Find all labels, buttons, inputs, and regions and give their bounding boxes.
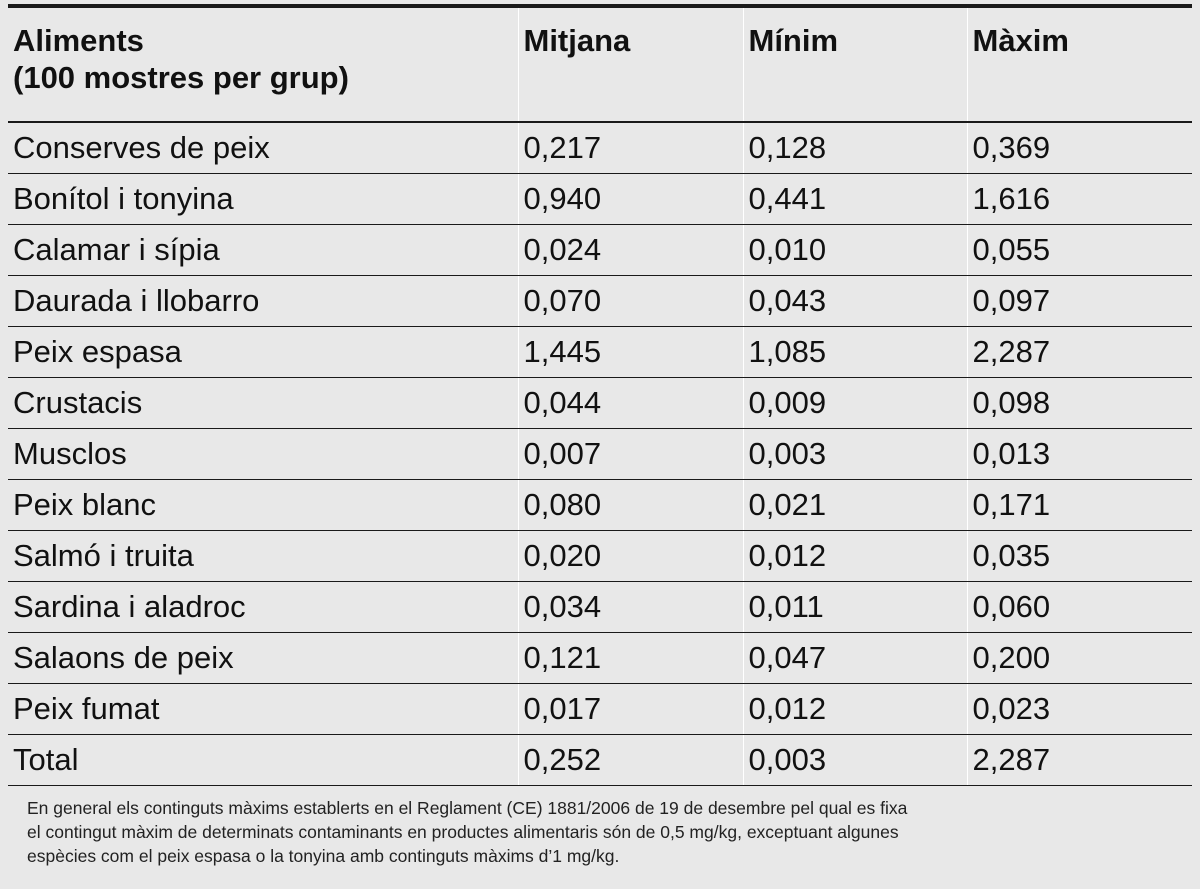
cell-mean: 0,034 xyxy=(517,581,743,633)
cell-food: Salaons de peix xyxy=(8,632,518,684)
cell-min: 0,010 xyxy=(742,224,967,276)
cell-min: 0,021 xyxy=(742,479,967,531)
cell-mean: 0,217 xyxy=(517,122,743,174)
table-row: Peix espasa 1,445 1,085 2,287 xyxy=(8,326,1192,378)
cell-max: 0,097 xyxy=(966,275,1192,327)
header-min: Mínim xyxy=(742,8,967,123)
header-food: Aliments (100 mostres per grup) xyxy=(8,8,518,123)
cell-mean: 0,007 xyxy=(517,428,743,480)
header-row: Aliments (100 mostres per grup) Mitjana … xyxy=(8,8,1192,123)
cell-food: Daurada i llobarro xyxy=(8,275,518,327)
cell-min: 0,012 xyxy=(742,683,967,735)
cell-max: 1,616 xyxy=(966,173,1192,225)
table-row: Total 0,252 0,003 2,287 xyxy=(8,734,1192,786)
cell-mean: 0,070 xyxy=(517,275,743,327)
cell-max: 0,098 xyxy=(966,377,1192,429)
table-row: Musclos 0,007 0,003 0,013 xyxy=(8,428,1192,480)
header-food-subtitle: (100 mostres per grup) xyxy=(13,60,349,95)
table-row: Peix fumat 0,017 0,012 0,023 xyxy=(8,683,1192,735)
header-max: Màxim xyxy=(966,8,1192,123)
cell-food: Peix fumat xyxy=(8,683,518,735)
cell-mean: 0,024 xyxy=(517,224,743,276)
cell-max: 0,200 xyxy=(966,632,1192,684)
cell-food: Salmó i truita xyxy=(8,530,518,582)
cell-food: Bonítol i tonyina xyxy=(8,173,518,225)
cell-food: Peix espasa xyxy=(8,326,518,378)
table-row: Sardina i aladroc 0,034 0,011 0,060 xyxy=(8,581,1192,633)
cell-food: Musclos xyxy=(8,428,518,480)
cell-mean: 0,080 xyxy=(517,479,743,531)
table-row: Salaons de peix 0,121 0,047 0,200 xyxy=(8,632,1192,684)
cell-min: 0,441 xyxy=(742,173,967,225)
footnote-line: En general els continguts màxims estable… xyxy=(27,798,908,818)
cell-max: 0,055 xyxy=(966,224,1192,276)
cell-food: Calamar i sípia xyxy=(8,224,518,276)
table-row: Daurada i llobarro 0,070 0,043 0,097 xyxy=(8,275,1192,327)
cell-food: Total xyxy=(8,734,518,786)
header-mean: Mitjana xyxy=(517,8,743,123)
cell-mean: 0,940 xyxy=(517,173,743,225)
table-body: Conserves de peix 0,217 0,128 0,369 Bonítol … xyxy=(8,122,1192,786)
contaminant-table: Aliments (100 mostres per grup) Mitjana … xyxy=(8,8,1192,786)
table-row: Salmó i truita 0,020 0,012 0,035 xyxy=(8,530,1192,582)
table-row: Calamar i sípia 0,024 0,010 0,055 xyxy=(8,224,1192,276)
cell-min: 0,047 xyxy=(742,632,967,684)
cell-food: Conserves de peix xyxy=(8,122,518,174)
table-row: Conserves de peix 0,217 0,128 0,369 xyxy=(8,122,1192,174)
cell-min: 0,003 xyxy=(742,734,967,786)
table-row: Crustacis 0,044 0,009 0,098 xyxy=(8,377,1192,429)
cell-max: 0,369 xyxy=(966,122,1192,174)
footnote: En general els continguts màxims estable… xyxy=(27,796,1177,868)
cell-mean: 0,017 xyxy=(517,683,743,735)
cell-mean: 0,020 xyxy=(517,530,743,582)
cell-max: 2,287 xyxy=(966,326,1192,378)
cell-max: 0,171 xyxy=(966,479,1192,531)
footnote-line: el contingut màxim de determinats contam… xyxy=(27,822,899,842)
table-row: Peix blanc 0,080 0,021 0,171 xyxy=(8,479,1192,531)
cell-min: 0,043 xyxy=(742,275,967,327)
cell-min: 0,003 xyxy=(742,428,967,480)
cell-food: Sardina i aladroc xyxy=(8,581,518,633)
cell-min: 1,085 xyxy=(742,326,967,378)
cell-min: 0,128 xyxy=(742,122,967,174)
cell-mean: 0,044 xyxy=(517,377,743,429)
cell-min: 0,009 xyxy=(742,377,967,429)
cell-max: 0,060 xyxy=(966,581,1192,633)
cell-max: 2,287 xyxy=(966,734,1192,786)
cell-max: 0,023 xyxy=(966,683,1192,735)
cell-mean: 0,121 xyxy=(517,632,743,684)
cell-max: 0,013 xyxy=(966,428,1192,480)
header-food-title: Aliments xyxy=(13,23,144,58)
cell-min: 0,011 xyxy=(742,581,967,633)
footnote-line: espècies com el peix espasa o la tonyina… xyxy=(27,846,620,866)
cell-max: 0,035 xyxy=(966,530,1192,582)
cell-min: 0,012 xyxy=(742,530,967,582)
cell-mean: 0,252 xyxy=(517,734,743,786)
top-rule xyxy=(8,4,1192,8)
cell-mean: 1,445 xyxy=(517,326,743,378)
cell-food: Peix blanc xyxy=(8,479,518,531)
cell-food: Crustacis xyxy=(8,377,518,429)
table-row: Bonítol i tonyina 0,940 0,441 1,616 xyxy=(8,173,1192,225)
